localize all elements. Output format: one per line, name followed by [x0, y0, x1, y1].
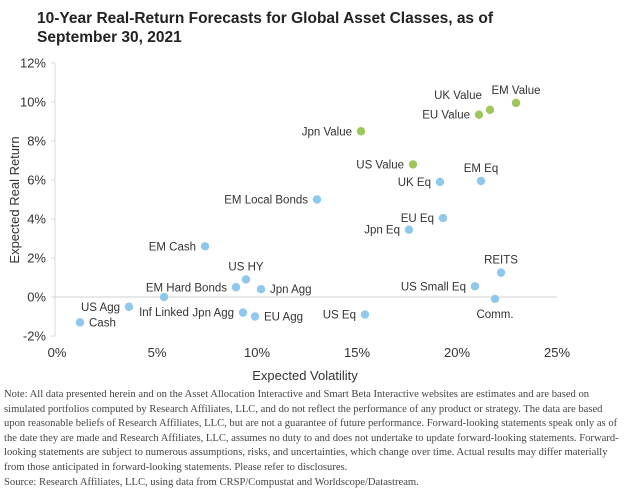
data-point-label: UK Eq [398, 177, 431, 189]
y-tick-label: 12% [20, 56, 46, 71]
y-tick-label: 4% [27, 212, 46, 227]
data-point [256, 285, 266, 294]
data-point [231, 283, 241, 292]
data-point [474, 110, 484, 119]
data-point [496, 268, 506, 277]
scatter-plot: -2%0%2%4%6%8%10%12%0% 5% 10% 15% 20% 25%Expec… [7, 56, 570, 384]
data-point-label: Jpn Agg [270, 284, 312, 296]
x-tick-label: 25% [544, 345, 570, 360]
y-tick-label: 2% [27, 251, 46, 266]
data-point [490, 294, 500, 304]
data-point-label: US Eq [323, 310, 356, 322]
data-point-label: EU Agg [264, 312, 303, 324]
data-point-label: US Value [356, 159, 404, 171]
chart-title: 10-Year Real-Return Forecasts for Global… [37, 10, 493, 46]
data-point-label: EM Value [491, 85, 540, 97]
x-tick-label: 10% [244, 345, 270, 360]
y-tick-label: 0% [27, 290, 46, 305]
data-point-label: EU Eq [401, 213, 434, 225]
data-point-label: REITS [484, 255, 518, 267]
note-text: Note: All data presented herein and on t… [4, 389, 619, 473]
data-point [200, 242, 210, 251]
data-point [470, 282, 480, 291]
data-point [159, 292, 169, 302]
data-point [75, 318, 85, 327]
data-point [124, 302, 134, 311]
x-tick-label: 5% [148, 345, 167, 360]
data-point-label: EM Local Bonds [224, 195, 308, 207]
data-point-label: Jpn Eq [364, 225, 400, 237]
data-point [404, 225, 414, 234]
x-axis-label: Expected Volatility [252, 368, 358, 383]
data-point [238, 308, 248, 317]
data-point-label: US HY [228, 261, 263, 273]
y-tick-label: 10% [20, 95, 46, 110]
y-tick-label: 6% [27, 173, 46, 188]
data-point [356, 127, 366, 136]
data-point-label: EM Cash [149, 241, 196, 253]
footnote: Note: All data presented herein and on t… [4, 388, 620, 490]
data-point [435, 177, 445, 187]
data-point-label: Jpn Value [302, 126, 352, 138]
data-point-label: EM Eq [464, 163, 499, 175]
data-point [476, 176, 486, 186]
y-tick-label: 8% [27, 134, 46, 149]
x-tick-label: 0% [48, 345, 67, 360]
y-axis-label: Expected Real Return [7, 136, 22, 263]
x-tick-label: 15% [344, 345, 370, 360]
data-point [241, 275, 251, 284]
data-point-label: EU Value [422, 110, 470, 122]
data-point-label: UK Value [434, 90, 482, 102]
data-point [408, 160, 418, 169]
data-point-label: Comm. [476, 309, 513, 321]
data-point [511, 98, 521, 108]
data-point [438, 213, 448, 223]
x-tick-label: 20% [444, 345, 470, 360]
data-point [485, 105, 495, 115]
data-point [360, 310, 370, 319]
data-point-label: Jpn Agg [192, 308, 234, 320]
data-point-label: US Small Eq [401, 281, 466, 293]
source-text: Source: Research Affiliates, LLC, using … [4, 476, 419, 488]
y-tick-label: -2% [23, 329, 47, 344]
data-point-label: Cash [89, 317, 116, 329]
data-point-label: US Agg [81, 302, 120, 314]
data-point-label: EM Hard Bonds [146, 282, 227, 294]
data-point [250, 312, 260, 321]
data-point [312, 195, 322, 204]
data-point-label: Inf Linked [139, 307, 189, 319]
